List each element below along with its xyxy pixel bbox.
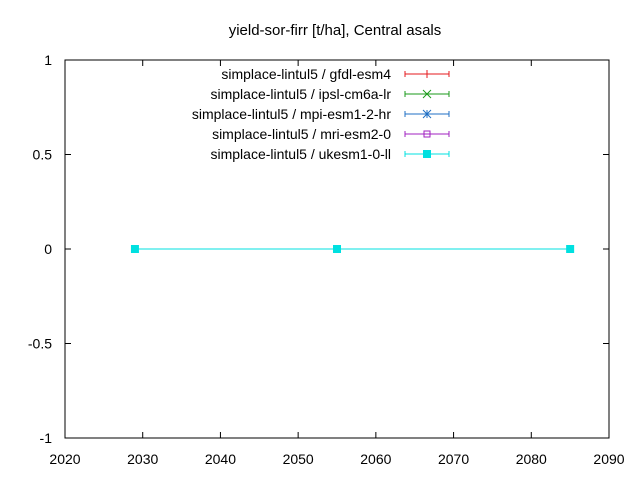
y-axis: -1 -0.5 0 0.5 1	[28, 52, 609, 446]
x-tick-label: 2030	[127, 451, 158, 467]
legend-entry: simplace-lintul5 / ipsl-cm6a-lr	[211, 86, 450, 102]
legend-entry: simplace-lintul5 / gfdl-esm4	[221, 66, 450, 82]
legend-marker	[422, 109, 432, 119]
legend-label: simplace-lintul5 / ukesm1-0-ll	[210, 146, 391, 162]
y-tick-label: 1	[44, 52, 52, 68]
data-point	[130, 245, 139, 253]
series-layer	[130, 245, 575, 253]
x-tick-label: 2050	[283, 451, 314, 467]
data-point	[333, 245, 341, 253]
legend: simplace-lintul5 / gfdl-esm4 simplace-lin…	[192, 66, 450, 162]
x-tick-label: 2020	[49, 451, 80, 467]
x-tick-label: 2090	[593, 451, 624, 467]
x-tick-label: 2040	[205, 451, 236, 467]
legend-label: simplace-lintul5 / ipsl-cm6a-lr	[211, 86, 392, 102]
x-tick-label: 2070	[438, 451, 469, 467]
legend-marker	[423, 70, 431, 78]
x-tick-label: 2080	[516, 451, 547, 467]
legend-marker	[422, 89, 432, 99]
series-4	[130, 245, 575, 253]
y-tick-label: 0.5	[33, 147, 53, 163]
y-tick-label: -0.5	[28, 336, 52, 352]
data-point	[566, 245, 575, 253]
legend-marker	[423, 150, 431, 158]
x-tick-label: 2060	[360, 451, 391, 467]
y-tick-label: 0	[44, 241, 52, 257]
legend-entry: simplace-lintul5 / ukesm1-0-ll	[210, 146, 450, 162]
legend-label: simplace-lintul5 / mpi-esm1-2-hr	[192, 106, 392, 122]
y-tick-label: -1	[40, 430, 53, 446]
chart-title: yield-sor-firr [t/ha], Central asals	[229, 22, 442, 39]
legend-marker	[423, 130, 431, 138]
legend-entry: simplace-lintul5 / mpi-esm1-2-hr	[192, 106, 450, 122]
legend-label: simplace-lintul5 / gfdl-esm4	[221, 66, 391, 82]
legend-entry: simplace-lintul5 / mri-esm2-0	[212, 126, 450, 142]
x-axis: 2020 2030 2040 2050 2060 2070 2080 2090	[49, 60, 625, 467]
legend-label: simplace-lintul5 / mri-esm2-0	[212, 126, 391, 142]
